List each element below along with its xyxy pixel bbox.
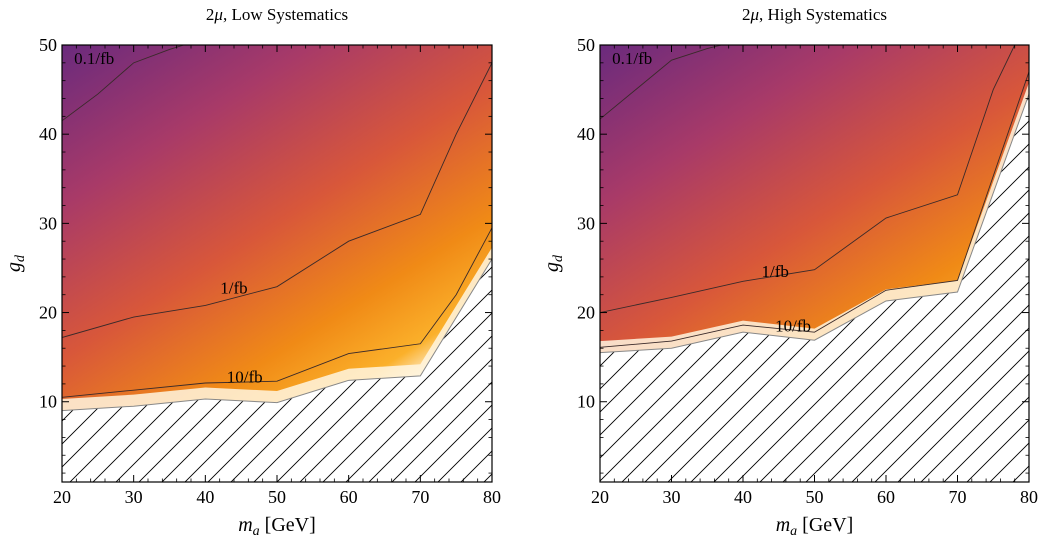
chart-panel-1: 0.1/fb 1/fb 10/fb 20 30 40 50 60 70 80 10 20 30 40 50 2… xyxy=(3,5,501,539)
contour-label: 1/fb xyxy=(220,278,247,297)
y-tick-label: 10 xyxy=(39,392,57,412)
contour-label: 10/fb xyxy=(227,367,263,386)
x-tick-label: 30 xyxy=(125,487,143,507)
y-tick-label: 50 xyxy=(577,35,595,55)
contour-line-2 xyxy=(62,62,492,338)
signal-region-fill xyxy=(62,45,492,411)
y-tick-label: 50 xyxy=(39,35,57,55)
x-axis-label: ma [GeV] xyxy=(238,514,316,539)
x-tick-label: 80 xyxy=(483,487,501,507)
x-tick-label: 50 xyxy=(806,487,824,507)
contour-line-3 xyxy=(600,71,1029,348)
chart-title: 2μ, Low Systematics xyxy=(206,5,348,24)
y-axis-label: gd xyxy=(3,254,28,272)
contour-label: 10/fb xyxy=(775,317,811,336)
x-tick-label: 30 xyxy=(663,487,681,507)
signal-region-fill xyxy=(600,45,1029,353)
y-tick-label: 10 xyxy=(577,392,595,412)
boundary-fade xyxy=(62,247,492,411)
y-tick-label: 30 xyxy=(577,213,595,233)
chart-title: 2μ, High Systematics xyxy=(742,5,887,24)
x-tick-label: 60 xyxy=(877,487,895,507)
chart-panel-2: 0.1/fb 1/fb 10/fb 20 30 40 50 60 70 80 10 20 30 40 50 2… xyxy=(541,5,1038,539)
contour-line-2 xyxy=(600,45,1016,313)
x-tick-label: 60 xyxy=(340,487,358,507)
x-axis-label: ma [GeV] xyxy=(776,514,854,539)
exclusion-boundary-line xyxy=(62,258,492,412)
contour-label: 0.1/fb xyxy=(612,49,652,68)
x-tick-label: 20 xyxy=(591,487,609,507)
x-tick-label: 70 xyxy=(949,487,967,507)
excluded-hatched-region xyxy=(62,259,492,482)
y-tick-label: 30 xyxy=(39,213,57,233)
contour-line-1 xyxy=(600,45,722,120)
excluded-hatched-region xyxy=(600,94,1029,482)
y-tick-label: 40 xyxy=(577,124,595,144)
y-tick-label: 20 xyxy=(577,303,595,323)
y-tick-label: 40 xyxy=(39,124,57,144)
x-tick-label: 40 xyxy=(734,487,752,507)
contour-label: 0.1/fb xyxy=(74,49,114,68)
exclusion-boundary-line xyxy=(600,93,1029,354)
x-tick-label: 70 xyxy=(411,487,429,507)
y-tick-label: 20 xyxy=(39,303,57,323)
contour-label: 1/fb xyxy=(761,262,788,281)
contour-line-1 xyxy=(62,45,184,122)
x-tick-label: 20 xyxy=(53,487,71,507)
x-tick-label: 50 xyxy=(268,487,286,507)
y-axis-label: gd xyxy=(541,254,566,272)
x-tick-label: 80 xyxy=(1020,487,1038,507)
x-tick-label: 40 xyxy=(196,487,214,507)
contour-line-3 xyxy=(62,227,492,398)
